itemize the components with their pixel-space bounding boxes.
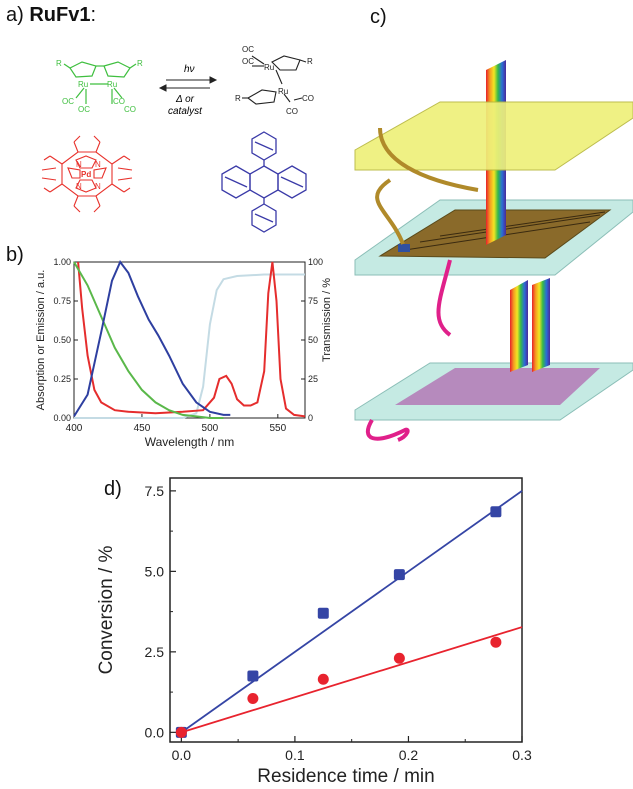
x-tick-label: 550	[269, 423, 286, 434]
atom-co: CO	[124, 105, 136, 114]
y-tick-label: 5.0	[145, 563, 165, 579]
x-tick-label: 0.1	[285, 747, 305, 763]
pd-porphyrin-structure	[41, 135, 133, 213]
spectra-chart-body: 400 450 500 550 0.00 0.25 0.50 0.75 1.00 0 25 50 75 1…	[35, 257, 333, 449]
fit-line	[181, 626, 523, 734]
atom-n: N	[76, 182, 82, 191]
y2-axis-label: Transmission / %	[321, 278, 333, 362]
atom-co: CO	[286, 107, 298, 116]
data-point-circle	[393, 652, 405, 664]
y-tick-label: 0.50	[53, 335, 71, 345]
y-tick-label: 1.00	[53, 257, 71, 267]
x-tick-label: 450	[134, 423, 151, 434]
atom-pd: Pd	[81, 170, 91, 179]
fit-line	[180, 490, 523, 734]
arrow-label-heat: Δ or	[175, 94, 195, 105]
atom-n: N	[76, 160, 82, 169]
x-tick-label: 0.3	[512, 747, 532, 763]
y-axis-label: Absorption or Emission / a.u.	[35, 270, 47, 411]
atom-r: R	[307, 57, 313, 66]
atom-r: R	[56, 59, 62, 68]
bottom-reactor-plate	[354, 362, 633, 442]
atom-ru: Ru	[278, 87, 288, 96]
plot-frame	[169, 477, 523, 743]
atom-co: OC	[62, 97, 74, 106]
y-tick-label: 0.00	[53, 413, 71, 423]
pd-porphyrin-atoms: Pd N N N N	[76, 160, 101, 191]
data-point-square	[247, 670, 259, 682]
y2-tick-label: 0	[308, 413, 313, 423]
atom-r: R	[235, 94, 241, 103]
arrow-label-light: hν	[184, 64, 195, 75]
atom-co: CO	[113, 97, 125, 106]
y-tick-label: 0.75	[53, 296, 71, 306]
ruthenium-dimer-structure	[63, 61, 137, 104]
x-tick-label: 0.2	[399, 747, 419, 763]
y2-tick-label: 75	[308, 296, 318, 306]
data-point-circle	[247, 693, 259, 705]
x-tick-label: 500	[202, 423, 219, 434]
x-tick-label: 0.0	[172, 747, 192, 763]
data-point-square	[490, 506, 502, 518]
data-point-square	[317, 607, 329, 619]
atom-r: R	[137, 59, 143, 68]
x-tick-label: 400	[66, 423, 83, 434]
y-tick-label: 2.5	[145, 644, 165, 660]
panel-d-label: d)	[104, 478, 122, 500]
data-point-square	[393, 569, 405, 581]
atom-ru: Ru	[78, 80, 88, 89]
atom-oc: OC	[242, 57, 254, 66]
atom-n: N	[95, 182, 101, 191]
fulvalene-isomer-atoms: OC OC Ru R R Ru CO CO	[235, 45, 314, 116]
panel-c-label: c)	[370, 6, 387, 28]
y2-tick-label: 100	[308, 257, 323, 267]
ruthenium-dimer-atoms: R R Ru Ru OC OC CO CO	[56, 59, 143, 114]
atom-ru: Ru	[264, 63, 274, 72]
atom-oc: OC	[242, 45, 254, 54]
panel-b-label: b)	[6, 244, 24, 266]
y-tick-label: 0.0	[145, 724, 165, 740]
y2-tick-label: 50	[308, 335, 318, 345]
spectrum-line	[73, 261, 224, 419]
spectrum-line	[77, 261, 306, 418]
y2-tick-label: 25	[308, 374, 318, 384]
conversion-chart-body: 0.0 0.1 0.2 0.3 0.0 2.5 5.0 7.5 Residence time /…	[96, 477, 532, 787]
y-axis-label: Conversion / %	[96, 545, 117, 674]
arrow-label-catalyst: catalyst	[168, 106, 203, 117]
top-filter-plate	[354, 101, 633, 192]
data-point-circle	[317, 673, 329, 685]
light-beam-lower	[510, 278, 550, 372]
y-tick-label: 7.5	[145, 483, 165, 499]
atom-co: CO	[302, 94, 314, 103]
panel-a-letter: a)	[6, 4, 24, 26]
fulvalene-isomer-structure	[242, 55, 307, 105]
equilibrium-arrows	[158, 76, 218, 92]
diphenylanthracene-structure	[221, 131, 307, 233]
atom-n: N	[95, 160, 101, 169]
compound-name: RuFv1	[29, 4, 91, 26]
compound-colon: :	[90, 4, 97, 26]
atom-ru: Ru	[107, 80, 117, 89]
x-axis-label: Residence time / min	[257, 766, 434, 787]
y-tick-label: 0.25	[53, 374, 71, 384]
atom-co: OC	[78, 105, 90, 114]
panel-a-label: a) RuFv1:	[6, 4, 96, 27]
data-point-circle	[490, 636, 502, 648]
data-point-circle	[175, 726, 187, 738]
x-axis-label: Wavelength / nm	[145, 435, 235, 449]
spectrum-line	[73, 260, 231, 417]
